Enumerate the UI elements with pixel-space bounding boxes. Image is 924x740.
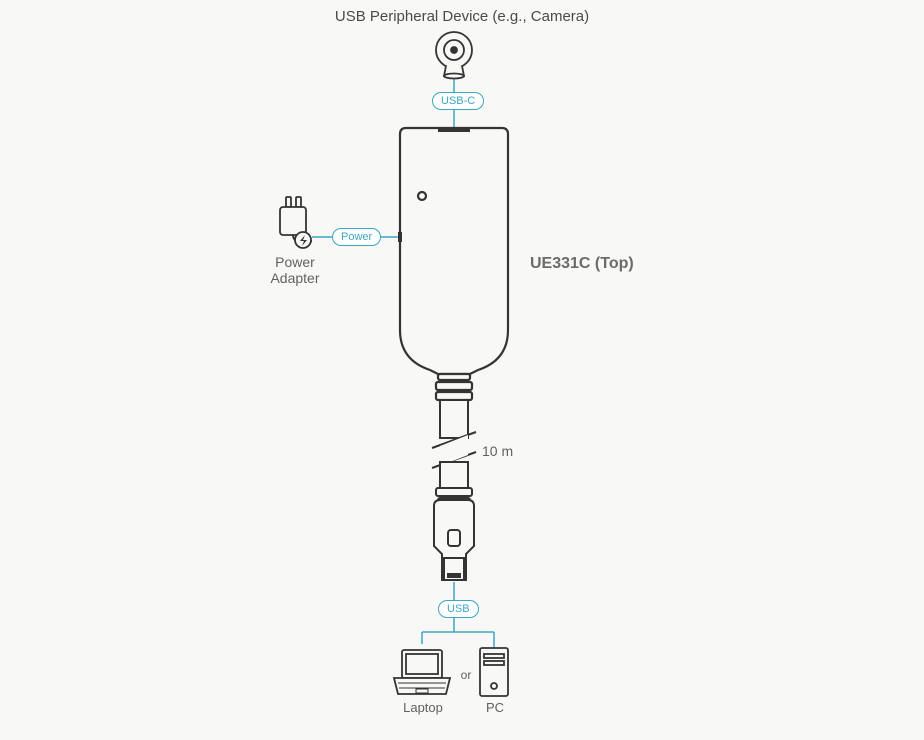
title-text: USB Peripheral Device (e.g., Camera) [0,8,924,25]
usb-c-badge: USB-C [432,92,484,110]
cable-section [432,400,476,488]
usb-badge: USB [438,600,479,618]
power-adapter-icon [280,197,312,248]
or-label: or [456,668,476,682]
cable-length-label: 10 m [482,443,513,459]
power-badge: Power [332,228,381,246]
usb-a-plug-icon [434,488,474,580]
laptop-label: Laptop [398,700,448,715]
product-label: UE331C (Top) [530,255,634,273]
extender-body-icon [398,128,508,400]
camera-icon [436,32,472,79]
power-label-line1: Power [275,254,315,270]
laptop-icon [394,650,450,694]
pc-icon [480,648,508,696]
power-adapter-label: Power Adapter [266,254,324,286]
pc-label: PC [480,700,510,715]
power-label-line2: Adapter [270,270,319,286]
diagram-svg [0,0,924,740]
